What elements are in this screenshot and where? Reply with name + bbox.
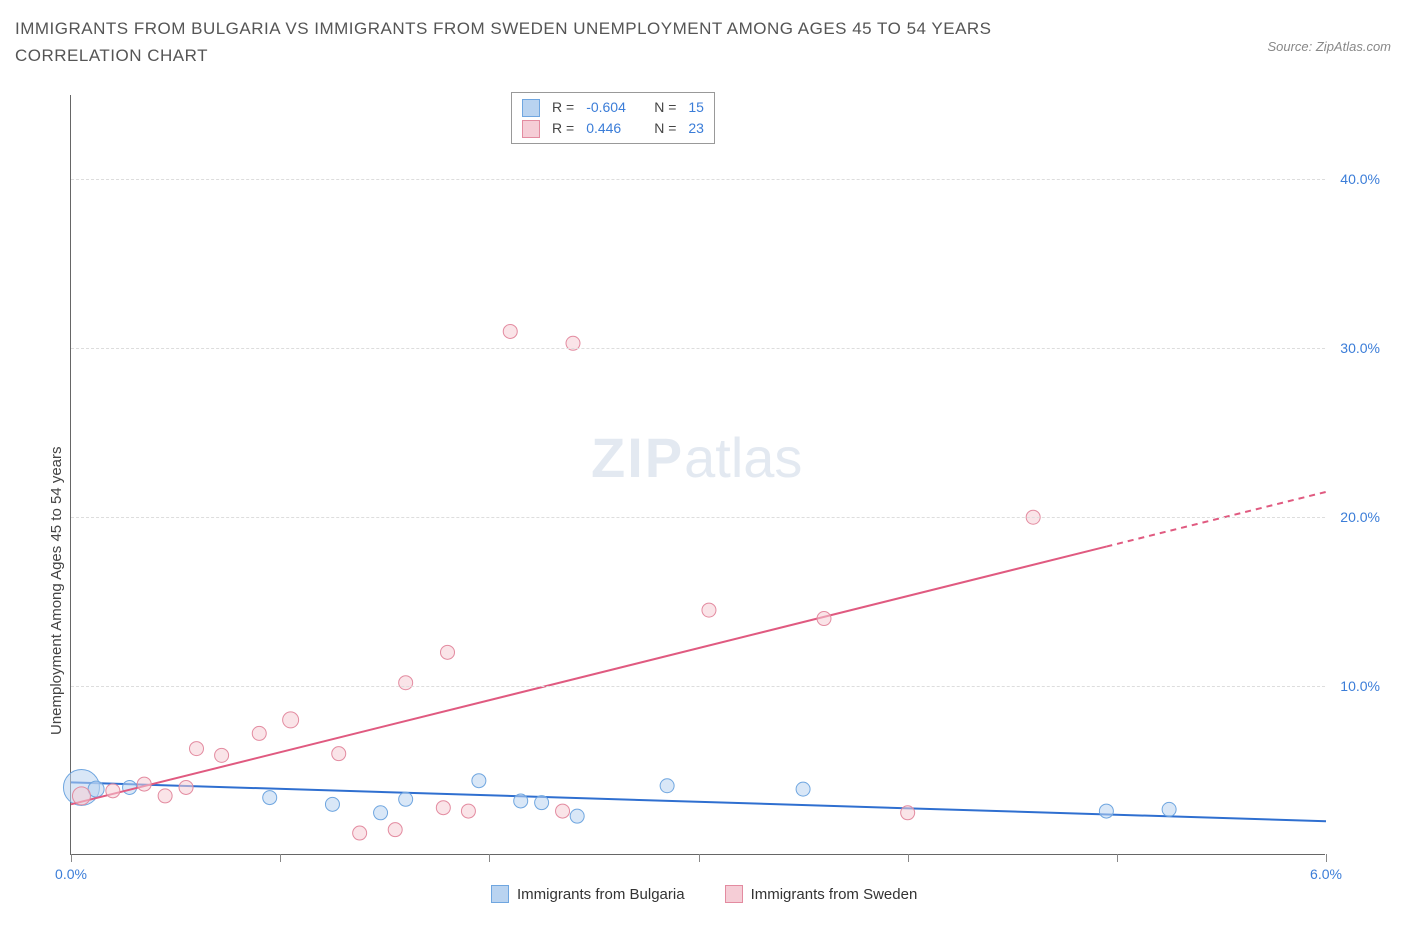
gridline bbox=[71, 348, 1325, 349]
x-tick bbox=[280, 854, 281, 862]
point-sweden bbox=[901, 806, 915, 820]
regression-line-sweden bbox=[71, 547, 1106, 805]
legend-correlation-row-sweden: R = 0.446 N = 23 bbox=[522, 118, 704, 139]
r-value: -0.604 bbox=[586, 97, 636, 118]
legend-series-item-sweden: Immigrants from Sweden bbox=[725, 885, 918, 903]
chart-container: IMMIGRANTS FROM BULGARIA VS IMMIGRANTS F… bbox=[15, 15, 1391, 915]
plot-svg bbox=[71, 95, 1326, 855]
r-value: 0.446 bbox=[586, 118, 636, 139]
source-label: Source: ZipAtlas.com bbox=[1267, 39, 1391, 54]
n-label: N = bbox=[654, 97, 676, 118]
regression-line-bulgaria bbox=[71, 782, 1326, 821]
n-label: N = bbox=[654, 118, 676, 139]
legend-correlation-row-bulgaria: R = -0.604 N = 15 bbox=[522, 97, 704, 118]
x-tick bbox=[71, 854, 72, 862]
point-sweden bbox=[461, 804, 475, 818]
point-sweden bbox=[190, 742, 204, 756]
point-sweden bbox=[399, 676, 413, 690]
point-bulgaria bbox=[535, 796, 549, 810]
r-label: R = bbox=[552, 118, 574, 139]
gridline bbox=[71, 686, 1325, 687]
point-sweden bbox=[72, 787, 90, 805]
x-tick bbox=[489, 854, 490, 862]
point-bulgaria bbox=[472, 774, 486, 788]
plot-area: ZIPatlas R =-0.604N =15R =0.446N =23 Une… bbox=[70, 95, 1325, 855]
point-sweden bbox=[441, 645, 455, 659]
point-sweden bbox=[332, 747, 346, 761]
point-bulgaria bbox=[660, 779, 674, 793]
y-tick-label: 30.0% bbox=[1340, 340, 1380, 356]
y-tick-label: 20.0% bbox=[1340, 509, 1380, 525]
point-sweden bbox=[388, 823, 402, 837]
point-bulgaria bbox=[374, 806, 388, 820]
gridline bbox=[71, 179, 1325, 180]
point-sweden bbox=[503, 324, 517, 338]
legend-correlation: R = -0.604 N = 15 R = 0.446 N = 23 bbox=[511, 92, 715, 144]
point-sweden bbox=[817, 612, 831, 626]
point-sweden bbox=[215, 748, 229, 762]
point-sweden bbox=[137, 777, 151, 791]
point-bulgaria bbox=[123, 780, 137, 794]
point-sweden bbox=[436, 801, 450, 815]
x-tick bbox=[1117, 854, 1118, 862]
point-bulgaria bbox=[1162, 802, 1176, 816]
x-tick bbox=[699, 854, 700, 862]
point-sweden bbox=[556, 804, 570, 818]
x-tick bbox=[1326, 854, 1327, 862]
point-sweden bbox=[179, 780, 193, 794]
point-sweden bbox=[252, 726, 266, 740]
point-bulgaria bbox=[514, 794, 528, 808]
regression-line-dashed-sweden bbox=[1106, 492, 1326, 547]
n-value: 23 bbox=[688, 118, 704, 139]
swatch-sweden bbox=[522, 120, 540, 138]
swatch-bulgaria bbox=[522, 99, 540, 117]
swatch-bulgaria bbox=[491, 885, 509, 903]
point-sweden bbox=[283, 712, 299, 728]
point-sweden bbox=[702, 603, 716, 617]
chart-title: IMMIGRANTS FROM BULGARIA VS IMMIGRANTS F… bbox=[15, 15, 1115, 69]
swatch-sweden bbox=[725, 885, 743, 903]
r-label: R = bbox=[552, 97, 574, 118]
point-bulgaria bbox=[325, 797, 339, 811]
point-bulgaria bbox=[796, 782, 810, 796]
title-row: IMMIGRANTS FROM BULGARIA VS IMMIGRANTS F… bbox=[15, 15, 1391, 69]
point-bulgaria bbox=[1099, 804, 1113, 818]
y-axis-label: Unemployment Among Ages 45 to 54 years bbox=[48, 446, 65, 735]
point-sweden bbox=[158, 789, 172, 803]
point-bulgaria bbox=[570, 809, 584, 823]
gridline bbox=[71, 517, 1325, 518]
point-bulgaria bbox=[399, 792, 413, 806]
x-tick-label: 0.0% bbox=[55, 866, 87, 882]
y-tick-label: 10.0% bbox=[1340, 678, 1380, 694]
legend-series: Immigrants from Bulgaria Immigrants from … bbox=[491, 885, 917, 903]
y-tick-label: 40.0% bbox=[1340, 171, 1380, 187]
point-sweden bbox=[353, 826, 367, 840]
n-value: 15 bbox=[688, 97, 704, 118]
x-tick-label: 6.0% bbox=[1310, 866, 1342, 882]
point-sweden bbox=[106, 784, 120, 798]
series-label: Immigrants from Bulgaria bbox=[517, 886, 685, 903]
series-label: Immigrants from Sweden bbox=[751, 886, 918, 903]
x-tick bbox=[908, 854, 909, 862]
point-bulgaria bbox=[263, 791, 277, 805]
legend-series-item-bulgaria: Immigrants from Bulgaria bbox=[491, 885, 685, 903]
